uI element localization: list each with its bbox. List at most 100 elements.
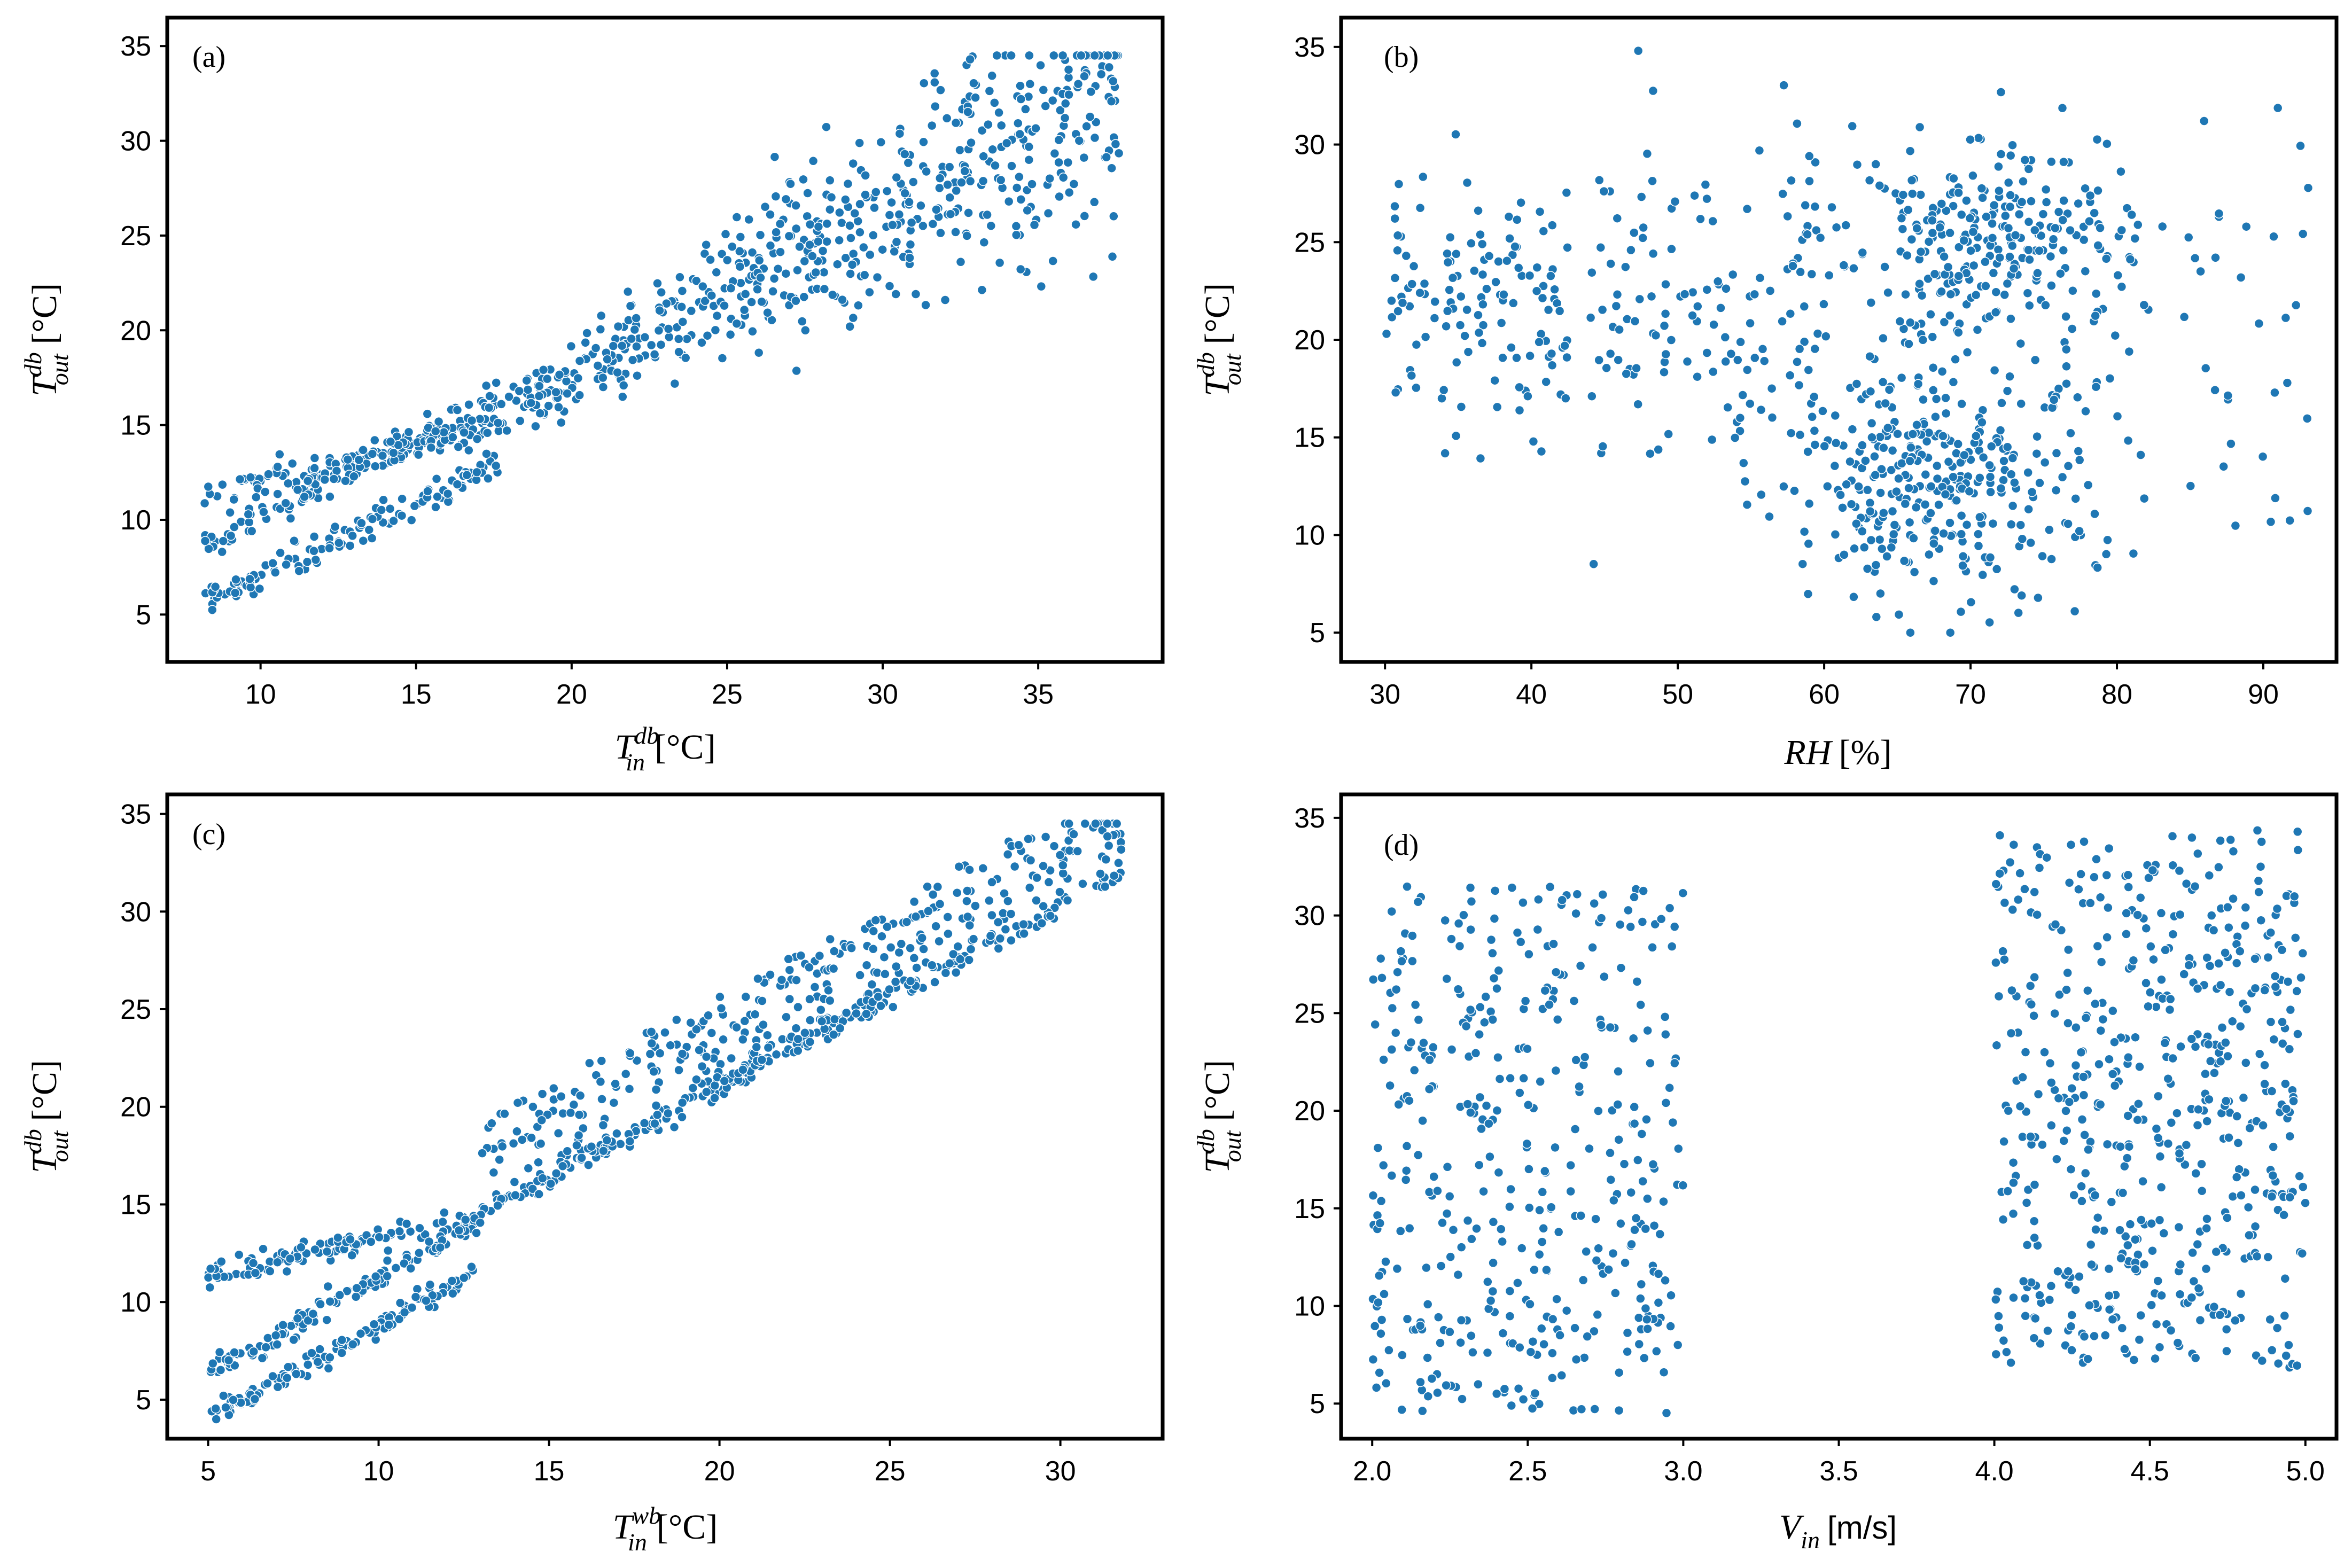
panel-d-point (1625, 922, 1636, 932)
panel-d-point (2067, 1083, 2077, 1094)
panel-d-point (1527, 1403, 1538, 1414)
panel-a-point (822, 219, 832, 229)
panel-a-point (466, 415, 477, 426)
panel-d-point (2139, 1259, 2149, 1269)
panel-d-point (1614, 1135, 1624, 1145)
panel-b-point (2057, 472, 2068, 482)
panel-a-point (903, 158, 914, 168)
panel-c-point (1040, 832, 1051, 842)
panel-d-point (1615, 919, 1625, 930)
panel-d-point (1466, 1107, 1476, 1118)
panel-d-point (2022, 1240, 2032, 1250)
panel-d-point (1661, 1098, 1671, 1108)
panel-d-point (1596, 1020, 1606, 1030)
panel-a-point (941, 113, 952, 123)
panel-d-point (2066, 1321, 2076, 1331)
panel-d-point (2084, 1300, 2094, 1310)
panel-d-point (2201, 1223, 2211, 1234)
panel-a-point (1076, 50, 1086, 61)
panel-b-point (1514, 382, 1524, 393)
panel-d-point (1506, 1400, 1517, 1411)
panel-b-point (1756, 404, 1766, 415)
panel-b-point (1666, 244, 1677, 254)
panel-a-point (531, 421, 541, 432)
panel-d-point (1609, 1195, 1619, 1206)
panel-c-point (804, 962, 814, 973)
panel-a-point (217, 479, 228, 490)
panel-b-ytick-label: 20 (1294, 325, 1325, 356)
panel-d-point (1516, 1243, 1527, 1253)
panel-b-point (1988, 268, 1999, 278)
panel-b-point (1621, 369, 1631, 379)
panel-d-point (1387, 1003, 1398, 1013)
panel-b-point (1795, 267, 1805, 277)
panel-c-point (1058, 868, 1068, 879)
panel-b-point (1905, 627, 1915, 638)
panel-d-point (1622, 1328, 1633, 1338)
panel-c-point (677, 1112, 687, 1122)
panel-d-point (1487, 1286, 1498, 1297)
panel-b-point (2091, 288, 2101, 299)
panel-d-point (1489, 914, 1500, 924)
panel-c-point (645, 1049, 656, 1059)
panel-b-point (1782, 211, 1793, 222)
panel-b-point (1692, 371, 1702, 382)
panel-b-point (1929, 269, 1940, 279)
panel-b-point (1407, 279, 1417, 289)
panel-a-xticks: 10 15 20 25 30 35 (245, 662, 1054, 710)
panel-d-point (1626, 1187, 1636, 1198)
panel-d-point (1402, 1314, 1413, 1324)
panel-c-point (718, 1034, 728, 1045)
panel-a-point (1047, 95, 1058, 106)
panel-d-point (2096, 1025, 2106, 1036)
panel-b-point (2046, 157, 2057, 167)
panel-b-point (2095, 223, 2105, 233)
panel-a-point (1107, 252, 1118, 262)
panel-a-point (877, 244, 887, 255)
panel-d-point (1569, 996, 1579, 1006)
panel-b-point (1978, 452, 1989, 463)
panel-a-point (627, 355, 638, 365)
panel-c-ytick-label: 10 (120, 1287, 151, 1318)
panel-a-point (1043, 208, 1054, 219)
panel-d-point (1642, 1193, 1653, 1204)
panel-b-point (2112, 411, 2123, 422)
panel-b-xtick-label: 90 (2248, 679, 2279, 710)
panel-b-point (1807, 412, 1817, 422)
panel-b-point (2092, 563, 2102, 573)
panel-d-point (2190, 881, 2200, 892)
panel-d-point (1547, 1348, 1557, 1359)
panel-b-point (1905, 317, 1915, 328)
panel-c-point (337, 1348, 347, 1358)
panel-a-point (987, 144, 998, 155)
panel-a-point (551, 387, 561, 397)
panel-d-point (1432, 1185, 1443, 1196)
panel-a-point (1057, 50, 1068, 61)
panel-a-point (808, 156, 819, 166)
panel-c-point (234, 1250, 244, 1260)
panel-a-point (345, 541, 355, 551)
panel-c-point (1069, 829, 1079, 839)
panel-b-point (1966, 597, 1976, 607)
panel-b-point (2008, 263, 2019, 274)
panel-a-point (765, 209, 775, 220)
panel-a-point (268, 558, 278, 568)
panel-b-point (1546, 271, 1556, 281)
panel-d-point (2117, 1188, 2128, 1198)
panel-d-point (2095, 1099, 2106, 1110)
panel-d-point (1638, 886, 1648, 896)
panel-c-point (867, 979, 877, 990)
panel-b-ytick-label: 35 (1294, 32, 1325, 63)
panel-d-point (1485, 1151, 1495, 1162)
panel-d-point (2123, 1111, 2133, 1121)
panel-d-point (2292, 1360, 2302, 1371)
panel-a-point (850, 208, 860, 219)
panel-a-point (905, 253, 915, 263)
panel-b-point (1865, 506, 1875, 517)
panel-c-point (927, 960, 937, 970)
panel-b-point (1879, 508, 1889, 518)
panel-d-point (2263, 1252, 2273, 1262)
panel-a-point (1015, 129, 1025, 139)
panel-b-point (1880, 262, 1890, 272)
panel-b-point (2016, 590, 2027, 600)
